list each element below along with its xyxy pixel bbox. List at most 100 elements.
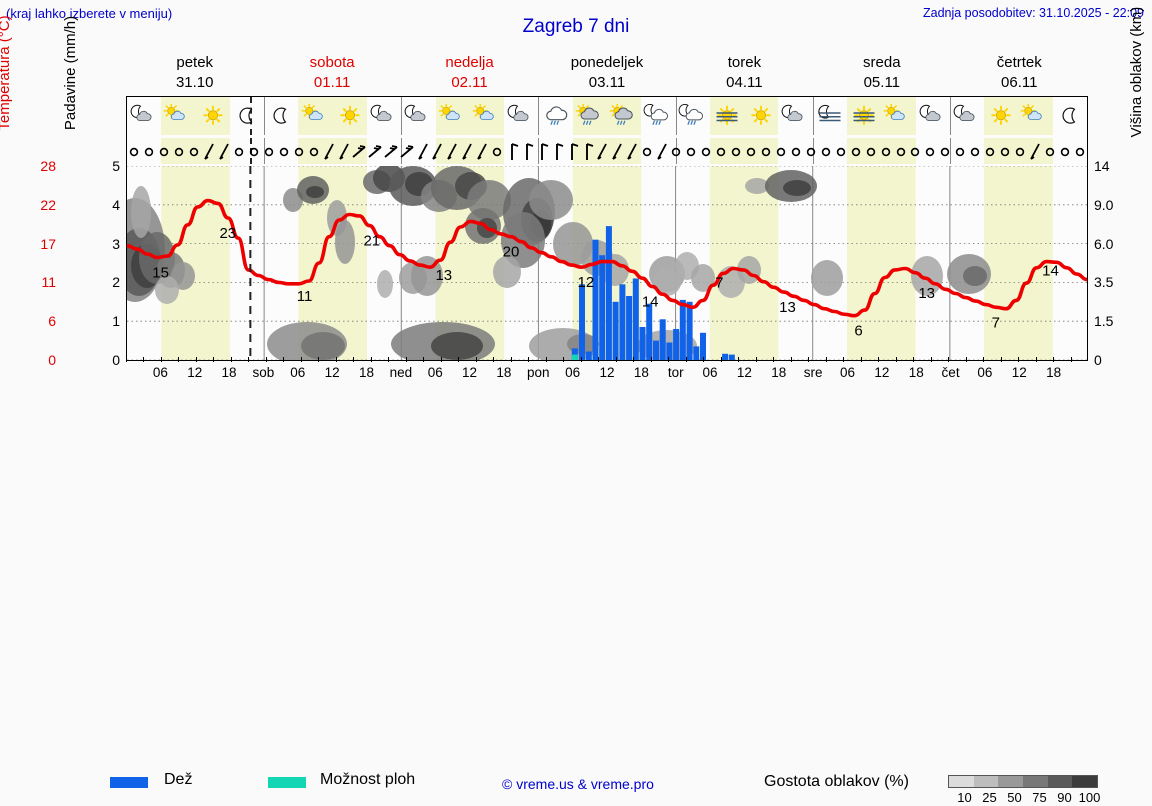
axis-tick: [510, 357, 512, 362]
axis-tick: [790, 357, 792, 362]
wind-barb-strong: [505, 138, 520, 164]
wind-barb-calm: [261, 138, 276, 164]
daylight-band: [572, 138, 642, 164]
wind-barb-strong: [535, 138, 550, 164]
time-tick-tor: tor: [667, 365, 684, 380]
time-tick-06: 06: [565, 365, 581, 380]
day-header-torek: torek 04.11: [676, 53, 813, 95]
svg-text:15: 15: [152, 265, 169, 282]
sun-cloud-icon: [298, 97, 332, 135]
time-tick-12: 12: [1011, 365, 1027, 380]
wind-barb-breeze: [367, 138, 383, 164]
day-date: 03.11: [588, 74, 626, 91]
moon-cloud-rain-icon: [641, 97, 675, 135]
wind-barb-calm: [247, 138, 262, 164]
moon-cloud-icon: [367, 97, 401, 135]
day-separator: [401, 138, 403, 164]
time-tick-18: 18: [908, 365, 924, 380]
day-date: 06.11: [1001, 74, 1038, 91]
cloud-density-legend-title: Gostota oblakov (%): [764, 773, 909, 790]
wind-barb-calm: [803, 138, 818, 164]
moon-cloud-icon: [778, 97, 812, 135]
location-menu-note[interactable]: (kraj lahko izberete v meniju): [6, 6, 173, 21]
time-tick-18: 18: [1046, 365, 1062, 380]
svg-text:23: 23: [219, 225, 236, 242]
sun-icon: [333, 97, 367, 135]
current-time-marker: [250, 97, 253, 135]
axis-tick: [370, 357, 372, 362]
wind-barb-calm: [938, 138, 953, 164]
cloudheight-axis-ticks: 0 1.5 3.5 6.0 9.0 14: [1090, 158, 1134, 368]
axis-tick: [755, 357, 757, 362]
svg-text:14: 14: [1042, 263, 1059, 280]
wind-barb-calm: [490, 138, 505, 164]
axis-tick: [300, 357, 302, 362]
legend-rain-swatch: [110, 777, 148, 788]
wind-barb-calm: [639, 138, 654, 164]
temperature-axis-ticks: 0 6 11 17 22 28: [14, 158, 58, 368]
day-separator: [538, 97, 540, 135]
wind-barb-breeze: [351, 138, 367, 164]
wind-barb-light: [460, 138, 475, 164]
cloud-sun-rain-icon: [573, 97, 607, 135]
time-tick-06: 06: [702, 365, 718, 380]
density-swatch-75: [1023, 776, 1048, 787]
day-header-petek: petek 31.10: [126, 53, 263, 95]
wind-barb-calm: [1057, 138, 1072, 164]
sun-cloud-icon: [161, 97, 195, 135]
wind-barb-calm: [187, 138, 202, 164]
axis-tick: [598, 357, 600, 362]
axis-tick: [1035, 357, 1037, 362]
wind-barb-calm: [729, 138, 744, 164]
wind-barb-calm: [908, 138, 923, 164]
axis-tick: [808, 357, 810, 362]
wind-barb-calm: [968, 138, 983, 164]
day-separator: [264, 97, 266, 135]
time-tick-12: 12: [324, 365, 340, 380]
axis-tick: [230, 357, 232, 362]
moon-icon: [230, 97, 264, 135]
sun-fog-icon: [710, 97, 744, 135]
axis-tick: [283, 357, 285, 362]
day-separator: [812, 138, 814, 164]
wind-barb-calm: [306, 138, 321, 164]
wind-barb-light: [336, 138, 351, 164]
svg-text:21: 21: [363, 233, 380, 250]
precip-tick-4: 4: [112, 196, 120, 213]
wind-barb-calm: [848, 138, 863, 164]
cloudheight-axis-label: Višina oblakov (km): [1128, 6, 1145, 138]
axis-tick: [895, 357, 897, 362]
time-tick-12: 12: [599, 365, 615, 380]
day-header-sobota: sobota 01.11: [263, 53, 400, 95]
moon-cloud-icon: [915, 97, 949, 135]
wind-barb-calm: [789, 138, 804, 164]
axis-tick: [685, 357, 687, 362]
axis-tick: [860, 357, 862, 362]
day-header-bar: petek 31.10 sobota 01.11 nedelja 02.11 ponedel…: [126, 53, 1088, 95]
axis-tick: [650, 357, 652, 362]
wind-barb-calm: [669, 138, 684, 164]
temp-tick-11: 11: [41, 274, 56, 291]
page-title: Zagreb 7 dni: [522, 16, 630, 37]
density-tick-75: 75: [1032, 790, 1047, 805]
time-tick-12: 12: [874, 365, 890, 380]
axis-tick: [983, 357, 985, 362]
svg-text:12: 12: [578, 274, 595, 291]
axis-tick: [126, 357, 127, 362]
copyright-link[interactable]: © vreme.us & vreme.pro: [502, 776, 654, 792]
day-separator: [812, 97, 814, 135]
time-tick-12: 12: [736, 365, 752, 380]
daylight-band: [984, 138, 1053, 164]
moon-cloud-icon: [950, 97, 984, 135]
wind-barb-light: [594, 138, 609, 164]
axis-tick: [248, 357, 250, 362]
axis-tick: [528, 357, 530, 362]
axis-tick: [493, 357, 495, 362]
axis-tick: [143, 357, 145, 362]
wind-barb-light: [475, 138, 490, 164]
wind-barb-light: [445, 138, 460, 164]
time-tick-18: 18: [221, 365, 237, 380]
axis-tick: [1070, 357, 1072, 362]
cloud-sun-rain-icon: [607, 97, 641, 135]
svg-text:14: 14: [642, 294, 659, 311]
